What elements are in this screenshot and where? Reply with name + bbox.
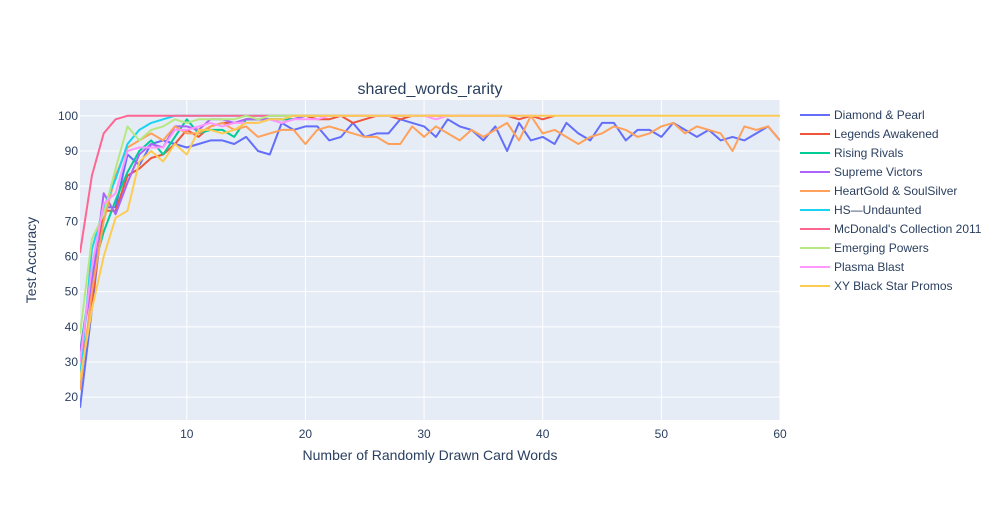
y-axis-title: Test Accuracy (23, 217, 39, 303)
tick-labels: 10 20 30 40 50 60 20 30 40 50 60 70 80 90 100 (58, 109, 787, 441)
legend-item[interactable]: Diamond & Pearl (800, 108, 925, 122)
x-tick-label: 40 (536, 427, 550, 441)
y-tick-label: 20 (65, 390, 79, 404)
legend-label: HeartGold & SoulSilver (834, 184, 957, 198)
legend-label: HS—Undaunted (834, 203, 921, 217)
x-axis-title: Number of Randomly Drawn Card Words (303, 447, 558, 463)
legend-label: Emerging Powers (834, 241, 929, 255)
series-lines (80, 114, 780, 408)
x-tick-label: 30 (417, 427, 431, 441)
legend-label: Rising Rivals (834, 146, 903, 160)
x-tick-label: 10 (180, 427, 194, 441)
y-tick-label: 40 (65, 320, 79, 334)
legend-item[interactable]: Legends Awakened (800, 127, 939, 141)
plot-area (80, 100, 780, 420)
legend-item[interactable]: HS—Undaunted (800, 203, 921, 217)
gridlines (80, 100, 781, 420)
legend-item[interactable]: Emerging Powers (800, 241, 929, 255)
legend-item[interactable]: Supreme Victors (800, 165, 922, 179)
legend-item[interactable]: Rising Rivals (800, 146, 903, 160)
legend-item[interactable]: Plasma Blast (800, 260, 905, 274)
y-tick-label: 60 (65, 249, 79, 263)
y-tick-label: 100 (58, 109, 78, 123)
x-tick-label: 50 (655, 427, 669, 441)
legend-item[interactable]: XY Black Star Promos (800, 279, 953, 293)
y-tick-label: 50 (65, 285, 79, 299)
y-tick-label: 70 (65, 214, 79, 228)
legend-label: Diamond & Pearl (834, 108, 925, 122)
chart-title: shared_words_rarity (358, 81, 503, 98)
legend-label: Supreme Victors (834, 165, 922, 179)
x-tick-label: 60 (773, 427, 787, 441)
y-tick-label: 90 (65, 144, 79, 158)
legend-label: XY Black Star Promos (834, 279, 953, 293)
legend-label: Plasma Blast (834, 260, 905, 274)
series-line-9 (80, 114, 780, 380)
legend-label: Legends Awakened (834, 127, 939, 141)
legend-item[interactable]: McDonald's Collection 2011 (800, 222, 982, 236)
legend: Diamond & Pearl Legends Awakened Rising Ri… (800, 108, 982, 293)
y-tick-label: 30 (65, 355, 79, 369)
x-tick-label: 20 (299, 427, 313, 441)
y-tick-label: 80 (65, 179, 79, 193)
legend-item[interactable]: HeartGold & SoulSilver (800, 184, 957, 198)
legend-label: McDonald's Collection 2011 (834, 222, 982, 236)
